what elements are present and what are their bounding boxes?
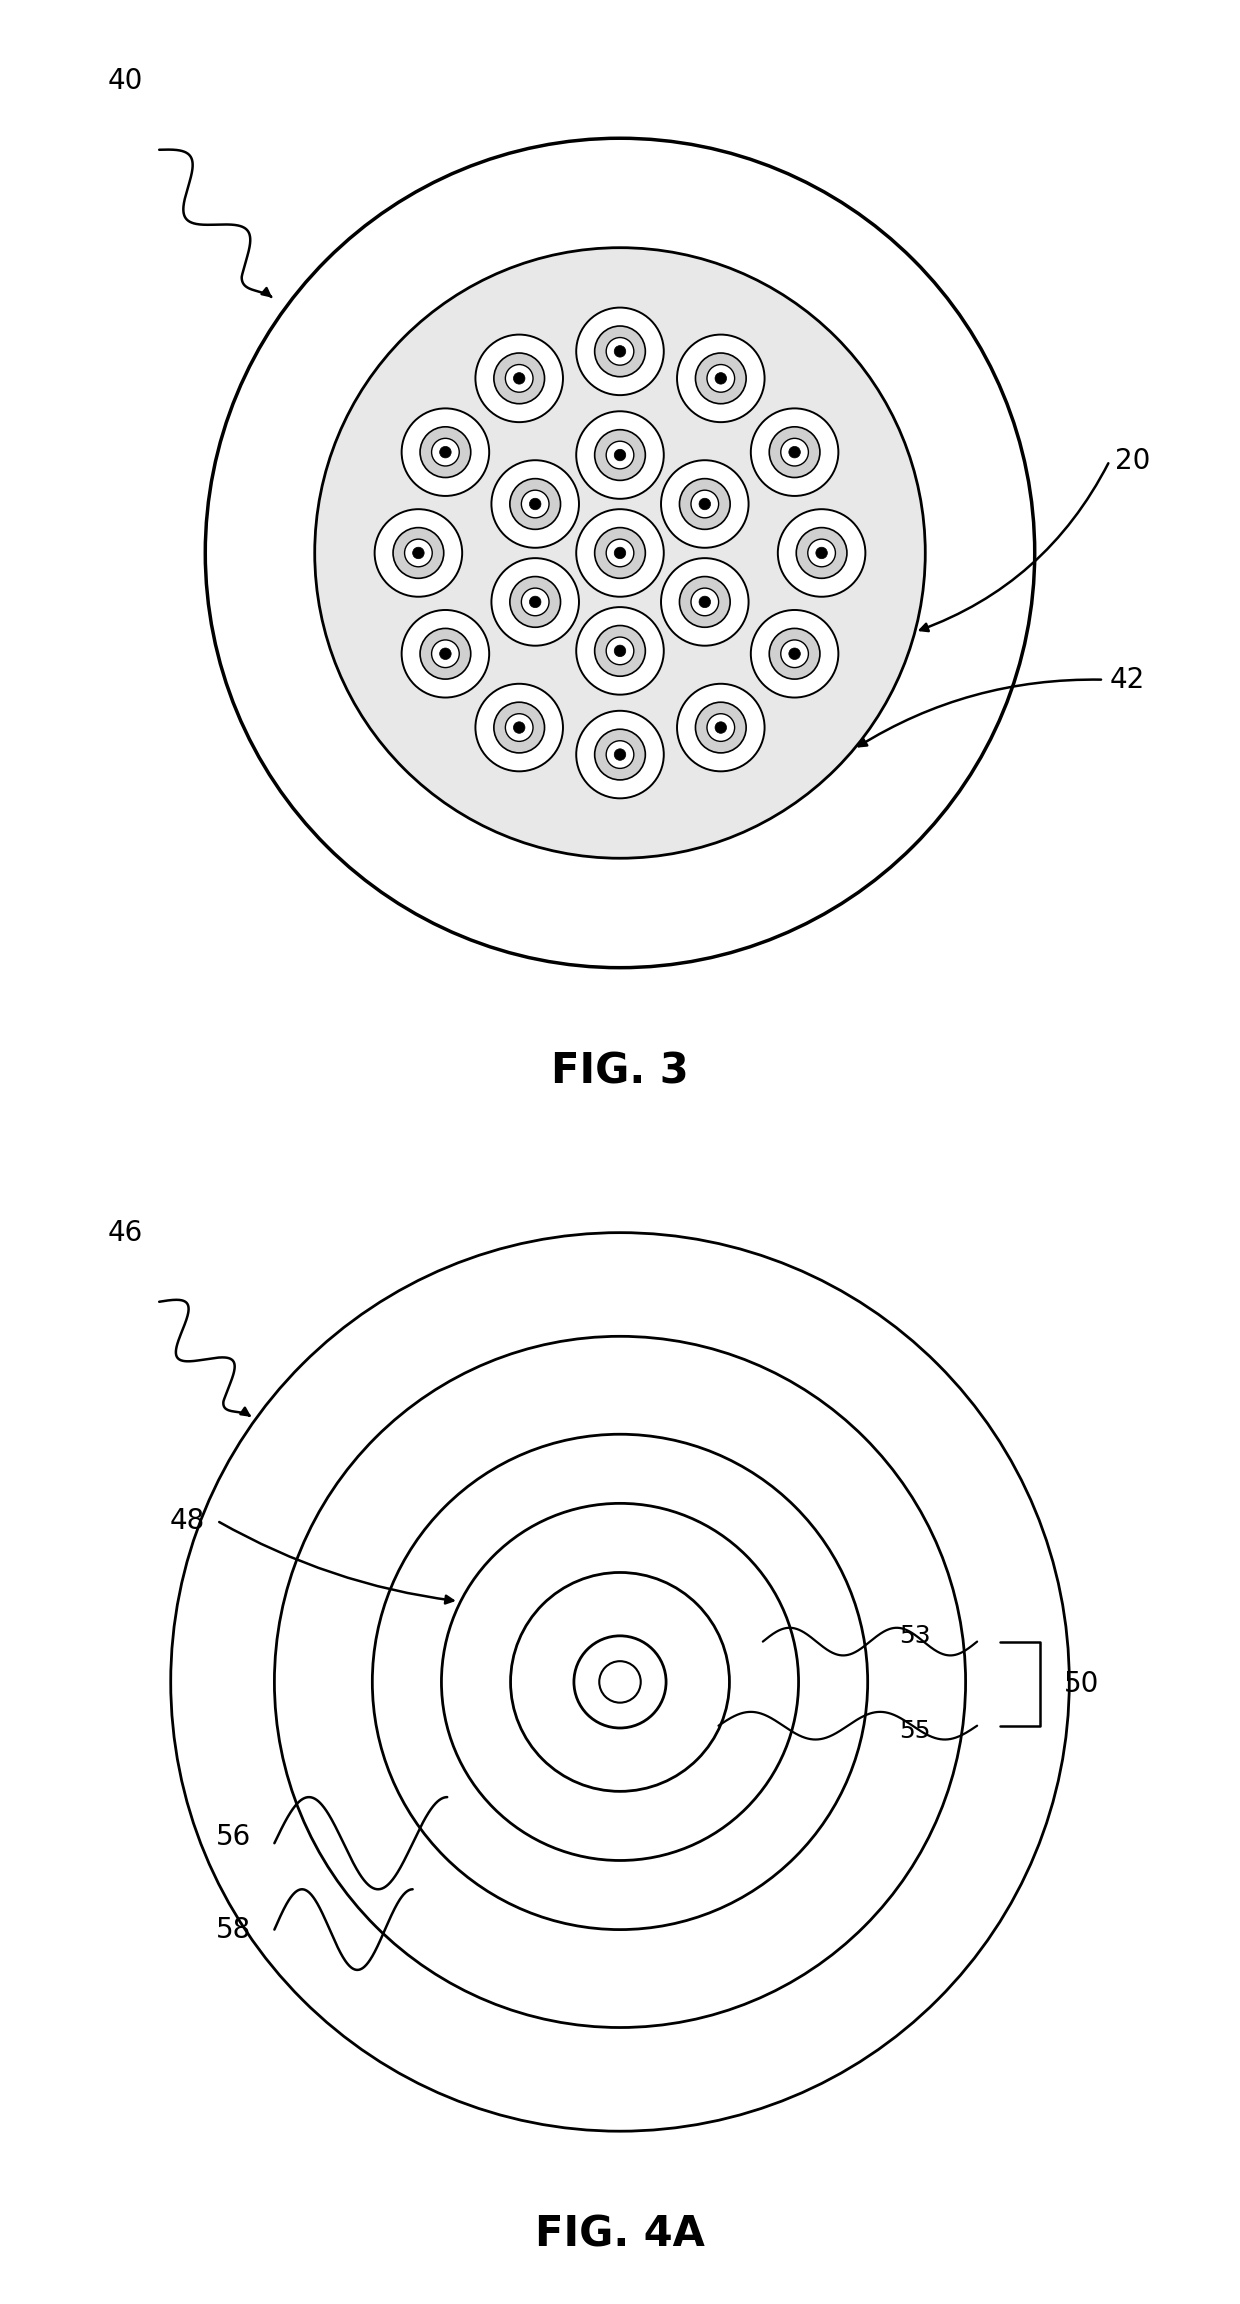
Circle shape bbox=[691, 491, 719, 518]
Circle shape bbox=[402, 408, 490, 495]
Circle shape bbox=[374, 509, 463, 597]
Circle shape bbox=[677, 334, 765, 422]
Circle shape bbox=[577, 509, 663, 597]
Circle shape bbox=[529, 597, 541, 608]
Circle shape bbox=[781, 641, 808, 668]
Circle shape bbox=[577, 410, 663, 500]
Circle shape bbox=[816, 546, 827, 560]
Circle shape bbox=[440, 647, 451, 659]
Circle shape bbox=[595, 627, 645, 677]
Circle shape bbox=[393, 528, 444, 578]
Circle shape bbox=[595, 429, 645, 482]
Circle shape bbox=[595, 325, 645, 376]
Text: FIG. 4A: FIG. 4A bbox=[536, 2214, 704, 2256]
Text: 55: 55 bbox=[899, 1719, 931, 1744]
Circle shape bbox=[413, 546, 424, 560]
Circle shape bbox=[432, 641, 459, 668]
Circle shape bbox=[769, 426, 820, 477]
Circle shape bbox=[606, 638, 634, 666]
Circle shape bbox=[420, 629, 471, 680]
Circle shape bbox=[315, 247, 925, 859]
Circle shape bbox=[494, 703, 544, 753]
Circle shape bbox=[513, 721, 525, 733]
Circle shape bbox=[521, 491, 549, 518]
Circle shape bbox=[432, 438, 459, 465]
Circle shape bbox=[606, 742, 634, 770]
Circle shape bbox=[606, 442, 634, 470]
Circle shape bbox=[781, 438, 808, 465]
Circle shape bbox=[680, 479, 730, 530]
Circle shape bbox=[494, 353, 544, 403]
Circle shape bbox=[789, 647, 800, 659]
Circle shape bbox=[595, 528, 645, 578]
Circle shape bbox=[707, 714, 734, 742]
Circle shape bbox=[420, 426, 471, 477]
Text: FIG. 3: FIG. 3 bbox=[551, 1051, 689, 1092]
Circle shape bbox=[491, 558, 579, 645]
Circle shape bbox=[577, 306, 663, 396]
Circle shape bbox=[475, 334, 563, 422]
Circle shape bbox=[715, 721, 727, 733]
Circle shape bbox=[777, 509, 866, 597]
Circle shape bbox=[529, 498, 541, 509]
Circle shape bbox=[614, 645, 626, 657]
Text: 56: 56 bbox=[216, 1822, 252, 1852]
Circle shape bbox=[521, 588, 549, 615]
Circle shape bbox=[606, 539, 634, 567]
Circle shape bbox=[595, 728, 645, 781]
Circle shape bbox=[750, 611, 838, 698]
Circle shape bbox=[677, 684, 765, 772]
Circle shape bbox=[769, 629, 820, 680]
Circle shape bbox=[606, 336, 634, 366]
Circle shape bbox=[614, 346, 626, 357]
Text: 42: 42 bbox=[1110, 666, 1145, 694]
Circle shape bbox=[796, 528, 847, 578]
Circle shape bbox=[680, 576, 730, 627]
Circle shape bbox=[691, 588, 719, 615]
Circle shape bbox=[614, 449, 626, 461]
Circle shape bbox=[661, 461, 749, 548]
Text: 48: 48 bbox=[170, 1507, 206, 1534]
Text: 58: 58 bbox=[216, 1915, 252, 1945]
Circle shape bbox=[789, 447, 800, 458]
Text: 53: 53 bbox=[899, 1624, 931, 1647]
Circle shape bbox=[614, 546, 626, 560]
Circle shape bbox=[699, 597, 711, 608]
Circle shape bbox=[402, 611, 490, 698]
Circle shape bbox=[661, 558, 749, 645]
Text: 20: 20 bbox=[1115, 447, 1151, 475]
Circle shape bbox=[510, 479, 560, 530]
Text: 40: 40 bbox=[108, 67, 143, 94]
Circle shape bbox=[696, 703, 746, 753]
Circle shape bbox=[699, 498, 711, 509]
Circle shape bbox=[513, 373, 525, 385]
Circle shape bbox=[506, 714, 533, 742]
Text: 50: 50 bbox=[1064, 1670, 1099, 1698]
Circle shape bbox=[614, 749, 626, 760]
Circle shape bbox=[440, 447, 451, 458]
Circle shape bbox=[696, 353, 746, 403]
Circle shape bbox=[715, 373, 727, 385]
Circle shape bbox=[577, 608, 663, 696]
Circle shape bbox=[750, 408, 838, 495]
Circle shape bbox=[404, 539, 433, 567]
Circle shape bbox=[491, 461, 579, 548]
Circle shape bbox=[577, 710, 663, 799]
Circle shape bbox=[807, 539, 836, 567]
Circle shape bbox=[707, 364, 734, 392]
Circle shape bbox=[506, 364, 533, 392]
Circle shape bbox=[475, 684, 563, 772]
Text: 46: 46 bbox=[108, 1219, 143, 1246]
Circle shape bbox=[510, 576, 560, 627]
